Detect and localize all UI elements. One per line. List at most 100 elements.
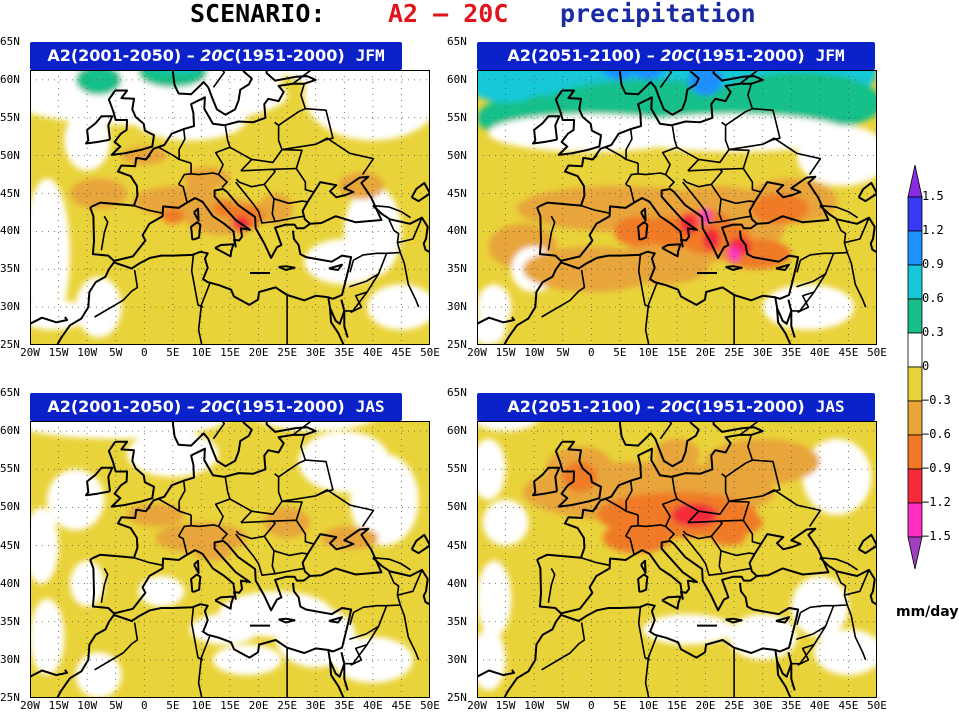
lon-tick-label: 20E bbox=[695, 346, 716, 359]
colorbar-swatch bbox=[907, 468, 923, 504]
country-border bbox=[846, 604, 867, 661]
country-border bbox=[344, 605, 388, 665]
lat-tick-label: 25N bbox=[447, 691, 467, 704]
country-border bbox=[397, 569, 423, 596]
lon-tick-label: 20E bbox=[695, 699, 716, 712]
coastline bbox=[775, 263, 790, 271]
country-border bbox=[541, 622, 586, 671]
coastline bbox=[618, 421, 657, 447]
coastline bbox=[819, 204, 877, 254]
country-border bbox=[739, 421, 760, 436]
coastline bbox=[790, 663, 796, 691]
country-border bbox=[625, 535, 635, 555]
lat-tick-label: 55N bbox=[447, 110, 467, 124]
coastline bbox=[329, 307, 345, 345]
coastline bbox=[207, 421, 253, 468]
country-border bbox=[541, 269, 586, 318]
lon-tick-label: 5E bbox=[613, 699, 627, 712]
field-anomaly-patch bbox=[127, 431, 219, 477]
lon-tick-label: 35E bbox=[334, 346, 355, 359]
field-anomaly-patch bbox=[814, 629, 877, 676]
lon-tick-label: 30E bbox=[752, 346, 773, 359]
panel-base: 20C bbox=[200, 46, 235, 65]
country-border bbox=[281, 137, 375, 176]
coastline bbox=[819, 556, 877, 606]
country-border bbox=[214, 477, 231, 527]
lon-tick-label: 50E bbox=[420, 699, 440, 712]
field-anomaly-patch bbox=[602, 522, 672, 554]
lon-tick-label: 35E bbox=[781, 346, 802, 359]
lon-tick-label: 50E bbox=[420, 346, 440, 359]
lat-tick-label: 65N bbox=[447, 386, 467, 399]
colorbar-swatch bbox=[907, 366, 923, 402]
coastline bbox=[85, 115, 114, 145]
panel-base-period: (1951-2000) bbox=[694, 46, 805, 65]
lat-tick-label: 40N bbox=[447, 224, 467, 238]
coastline bbox=[107, 440, 155, 508]
lon-tick-label: 5E bbox=[166, 346, 180, 359]
lat-tick-label: 30N bbox=[447, 300, 467, 314]
country-border bbox=[844, 569, 870, 596]
lon-tick-label: 35E bbox=[334, 699, 355, 712]
field-anomaly-patch bbox=[30, 178, 70, 330]
lon-tick-label: 20E bbox=[248, 346, 269, 359]
panel-season: JAS bbox=[355, 397, 385, 416]
lat-tick-label: 60N bbox=[0, 72, 20, 86]
lon-tick-label: 40E bbox=[362, 346, 383, 359]
country-border bbox=[278, 83, 307, 126]
country-border bbox=[372, 556, 412, 571]
country-border bbox=[682, 533, 723, 576]
country-border bbox=[728, 137, 822, 176]
country-border bbox=[263, 183, 308, 205]
colorbar-tick-label: −0.9 bbox=[922, 461, 951, 475]
country-border bbox=[100, 568, 109, 603]
country-border bbox=[725, 83, 754, 126]
coastline bbox=[661, 243, 682, 258]
country-border bbox=[605, 498, 639, 516]
colorbar-swatch bbox=[907, 434, 923, 470]
country-border bbox=[710, 183, 755, 205]
precipitation-map bbox=[477, 421, 877, 698]
lon-tick-label: 15W bbox=[48, 346, 69, 359]
lat-tick-label: 65N bbox=[0, 386, 20, 399]
map-frame bbox=[30, 70, 430, 345]
lat-tick-label: 35N bbox=[447, 262, 467, 276]
country-border bbox=[661, 477, 678, 527]
lon-tick-label: 50E bbox=[867, 699, 887, 712]
field-anomaly-patch bbox=[728, 246, 740, 262]
country-border bbox=[397, 217, 423, 244]
colorbar-tick-label: 1.5 bbox=[922, 189, 944, 203]
lat-tick-label: 25N bbox=[0, 338, 20, 351]
country-border bbox=[349, 612, 355, 626]
field-anomaly-patch bbox=[751, 193, 809, 224]
colorbar-swatch bbox=[907, 264, 923, 300]
coastline bbox=[640, 559, 647, 574]
country-border bbox=[350, 643, 368, 666]
country-border bbox=[721, 567, 752, 575]
colorbar-cap-bottom bbox=[907, 536, 923, 570]
lon-tick-label: 50E bbox=[867, 346, 887, 359]
coastline bbox=[329, 660, 345, 698]
coastline bbox=[661, 595, 682, 610]
lat-tick-label: 55N bbox=[0, 462, 20, 476]
colorbar-tick-label: 0.6 bbox=[922, 291, 944, 305]
colorbar-tick-label: −0.6 bbox=[922, 427, 951, 441]
lon-tick-label: 25E bbox=[724, 699, 745, 712]
colorbar-tick-label: 1.2 bbox=[922, 223, 944, 237]
lat-tick-label: 25N bbox=[447, 338, 467, 351]
coastline bbox=[107, 89, 155, 156]
country-border bbox=[274, 567, 305, 575]
coastline bbox=[554, 89, 602, 156]
field-anomaly-patch bbox=[702, 227, 720, 251]
country-border bbox=[624, 524, 675, 540]
country-border bbox=[212, 70, 226, 88]
country-border bbox=[661, 125, 678, 175]
coastline bbox=[193, 559, 200, 574]
field-anomaly-patch bbox=[477, 629, 506, 691]
country-border bbox=[625, 129, 633, 160]
lon-tick-label: 40E bbox=[362, 699, 383, 712]
lat-tick-label: 30N bbox=[447, 652, 467, 666]
map-frame bbox=[477, 70, 877, 345]
coastline bbox=[477, 316, 516, 325]
country-border bbox=[263, 535, 308, 557]
